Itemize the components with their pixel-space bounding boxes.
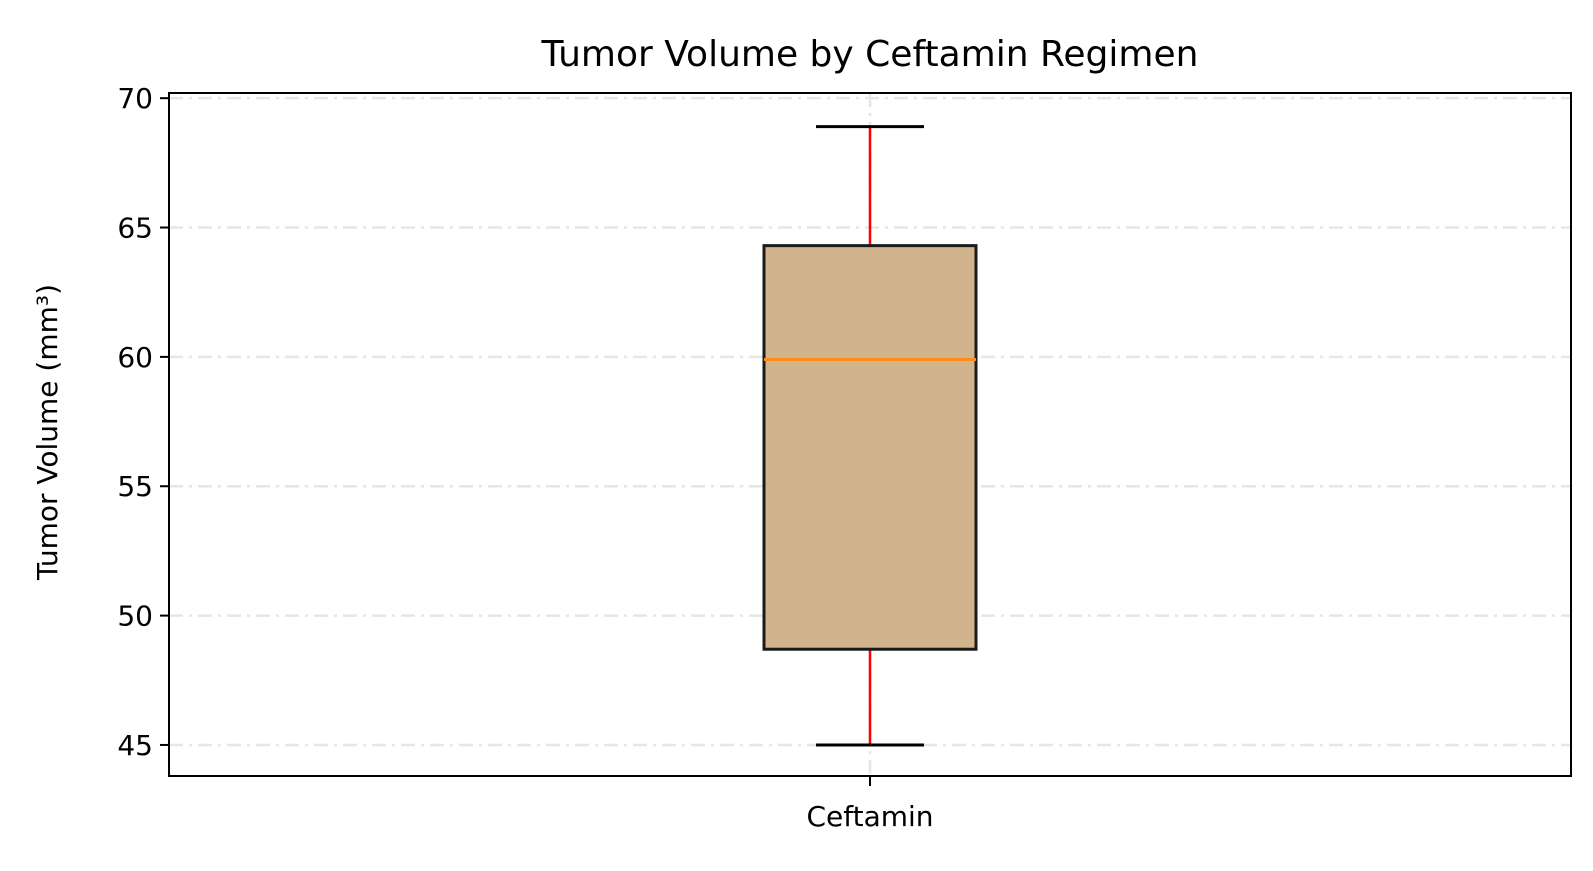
chart-title: Tumor Volume by Ceftamin Regimen <box>541 34 1199 75</box>
y-tick-label: 55 <box>117 470 153 503</box>
y-tick-label: 65 <box>117 212 153 245</box>
plot-area: 45 50 55 60 65 70 Ceftamin <box>117 82 1572 833</box>
y-axis-label: Tumor Volume (mm³) <box>31 284 64 581</box>
y-tick-label: 60 <box>117 341 153 374</box>
y-tick-label: 45 <box>117 729 153 762</box>
box-iqr <box>762 244 978 651</box>
x-tick-label: Ceftamin <box>806 800 933 833</box>
y-tick-label: 70 <box>117 82 153 115</box>
y-tick-label: 50 <box>117 600 153 633</box>
plot-frame <box>168 92 1572 777</box>
